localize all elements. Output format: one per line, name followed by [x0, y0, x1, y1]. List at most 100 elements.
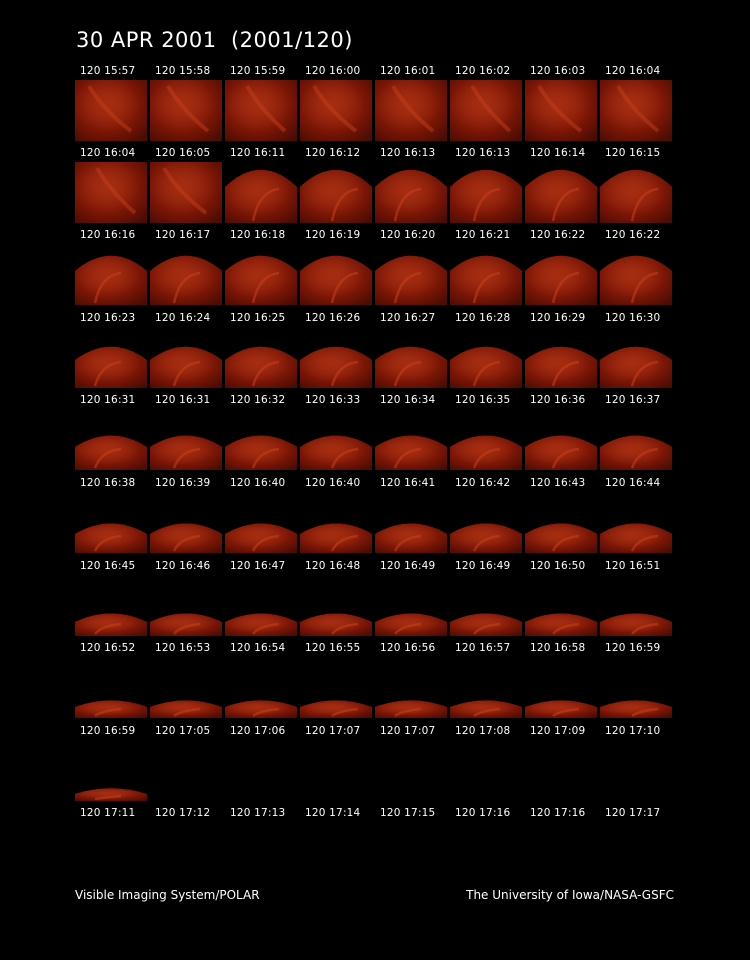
- auroral-oval-arc: [330, 271, 359, 304]
- auroral-image-frame: [375, 255, 447, 305]
- image-cell: 120 17:09: [525, 726, 597, 806]
- auroral-image-frame: [600, 346, 672, 388]
- timestamp-label: 120 17:07: [380, 725, 436, 737]
- auroral-oval-arc: [93, 447, 122, 469]
- timestamp-label: 120 16:04: [80, 147, 136, 159]
- auroral-image: [525, 523, 597, 553]
- image-cell: 120 16:33: [300, 395, 372, 475]
- image-cell: 120 16:12: [300, 148, 372, 228]
- timestamp-label: 120 16:18: [230, 229, 286, 241]
- image-cell: 120 16:40: [225, 478, 297, 558]
- timestamp-label: 120 16:05: [155, 147, 211, 159]
- timestamp-label: 120 16:38: [80, 477, 136, 489]
- auroral-image-frame: [225, 700, 297, 718]
- auroral-image-frame: [525, 80, 597, 141]
- auroral-image: [225, 255, 297, 305]
- image-cell: 120 16:30: [600, 313, 672, 393]
- image-cell: 120 16:39: [150, 478, 222, 558]
- image-cell: 120 16:27: [375, 313, 447, 393]
- auroral-image: [300, 435, 372, 470]
- timestamp-label: 120 17:07: [305, 725, 361, 737]
- timestamp-label: 120 16:01: [380, 65, 436, 77]
- auroral-oval-arc: [172, 271, 201, 304]
- auroral-oval-arc: [252, 622, 280, 635]
- auroral-image-frame: [450, 613, 522, 636]
- auroral-oval-arc: [552, 707, 580, 718]
- image-cell: 120 16:38: [75, 478, 147, 558]
- image-cell: 120 16:13: [450, 148, 522, 228]
- auroral-image: [600, 700, 672, 718]
- auroral-oval-arc: [630, 534, 659, 552]
- auroral-oval-arc: [393, 187, 422, 222]
- image-cell: 120 16:40: [300, 478, 372, 558]
- image-cell: 120 15:57: [75, 66, 147, 146]
- auroral-oval-arc: [393, 534, 422, 552]
- auroral-image: [225, 80, 297, 141]
- auroral-image-frame: [75, 435, 147, 470]
- timestamp-label: 120 16:03: [530, 65, 586, 77]
- auroral-image-frame: [450, 169, 522, 223]
- auroral-image-frame: [300, 346, 372, 388]
- timestamp-label: 120 17:09: [530, 725, 586, 737]
- image-cell: 120 16:29: [525, 313, 597, 393]
- timestamp-label: 120 17:05: [155, 725, 211, 737]
- auroral-image: [75, 613, 147, 636]
- timestamp-label: 120 17:08: [455, 725, 511, 737]
- image-cell: 120 17:08: [450, 726, 522, 806]
- auroral-image: [300, 255, 372, 305]
- image-cell: 120 16:28: [450, 313, 522, 393]
- auroral-image: [75, 162, 147, 223]
- auroral-oval-arc: [330, 360, 359, 387]
- auroral-image-frame: [450, 435, 522, 470]
- auroral-image-frame: [75, 523, 147, 553]
- timestamp-label: 120 16:41: [380, 477, 436, 489]
- image-cell: 120 16:05: [150, 148, 222, 228]
- auroral-oval-arc: [391, 84, 435, 133]
- auroral-image: [600, 346, 672, 388]
- image-cell: 120 16:54: [225, 643, 297, 723]
- image-cell: 120 17:17: [600, 808, 672, 888]
- image-cell: 120 17:16: [450, 808, 522, 888]
- auroral-image: [450, 346, 522, 388]
- image-cell: 120 16:31: [150, 395, 222, 475]
- image-cell: 120 15:59: [225, 66, 297, 146]
- timestamp-label: 120 16:34: [380, 394, 436, 406]
- auroral-image-frame: [75, 346, 147, 388]
- timestamp-label: 120 16:39: [155, 477, 211, 489]
- auroral-oval-arc: [537, 84, 583, 133]
- auroral-image: [450, 80, 522, 141]
- auroral-image: [300, 613, 372, 636]
- auroral-image: [150, 613, 222, 636]
- auroral-image: [375, 80, 447, 141]
- auroral-image: [150, 346, 222, 388]
- auroral-oval-arc: [251, 534, 280, 552]
- auroral-image-frame: [450, 255, 522, 305]
- image-cell: 120 17:14: [300, 808, 372, 888]
- auroral-image: [150, 435, 222, 470]
- auroral-image: [450, 255, 522, 305]
- timestamp-label: 120 16:54: [230, 642, 286, 654]
- auroral-oval-arc: [94, 622, 122, 635]
- auroral-image-frame: [75, 788, 147, 801]
- auroral-image-frame: [375, 700, 447, 718]
- auroral-image: [150, 255, 222, 305]
- auroral-image: [450, 700, 522, 718]
- auroral-oval-arc: [330, 534, 359, 552]
- image-cell: 120 16:36: [525, 395, 597, 475]
- timestamp-label: 120 15:59: [230, 65, 286, 77]
- image-cell: 120 16:56: [375, 643, 447, 723]
- timestamp-label: 120 16:22: [530, 229, 586, 241]
- auroral-image-frame: [450, 346, 522, 388]
- auroral-image-frame: [600, 435, 672, 470]
- image-cell: 120 16:53: [150, 643, 222, 723]
- timestamp-label: 120 16:37: [605, 394, 661, 406]
- auroral-oval-arc: [173, 622, 201, 635]
- timestamp-label: 120 17:17: [605, 807, 661, 819]
- timestamp-label: 120 17:15: [380, 807, 436, 819]
- image-cell: 120 16:23: [75, 313, 147, 393]
- timestamp-label: 120 16:57: [455, 642, 511, 654]
- auroral-image-frame: [300, 523, 372, 553]
- auroral-image: [300, 169, 372, 223]
- auroral-image: [150, 523, 222, 553]
